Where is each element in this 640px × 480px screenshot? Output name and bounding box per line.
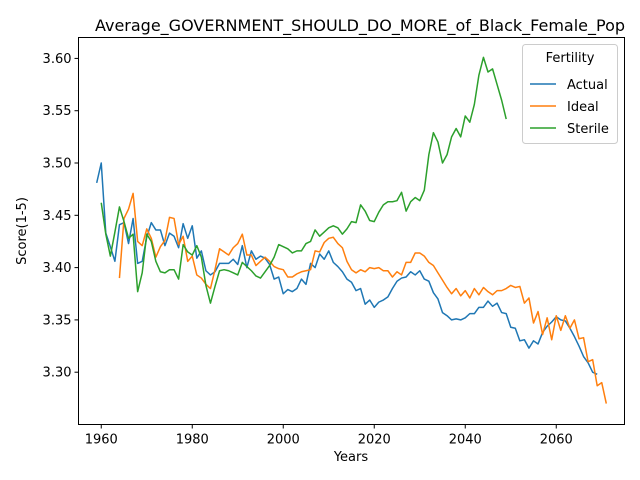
series-line-actual: [95, 162, 598, 375]
y-axis: 3.30 3.35 3.40 3.45 3.50 3.55 3.60: [43, 52, 79, 381]
legend-entry-sterile: Sterile: [567, 122, 609, 137]
y-tick-label: 3.50: [43, 157, 72, 172]
y-tick-label: 3.40: [43, 261, 72, 276]
chart-title: Average_GOVERNMENT_SHOULD_DO_MORE_of_Bla…: [95, 16, 625, 36]
y-tick-label: 3.45: [43, 209, 72, 224]
series-layer: [95, 56, 608, 404]
y-tick-label: 3.60: [43, 52, 72, 67]
legend-box: [522, 44, 618, 144]
x-tick-label: 2040: [449, 433, 482, 448]
x-tick-label: 1980: [176, 433, 209, 448]
y-axis-label: Score(1-5): [15, 197, 30, 265]
legend-entry-ideal: Ideal: [567, 100, 599, 115]
legend: Fertility Actual Ideal Sterile: [522, 44, 618, 144]
y-tick-label: 3.30: [43, 366, 72, 381]
x-axis-label: Years: [333, 450, 369, 465]
y-tick-label: 3.55: [43, 104, 72, 119]
legend-title: Fertility: [546, 51, 595, 66]
x-axis: 1960 1980 2000 2020 2040 2060: [85, 424, 573, 448]
series-line-ideal: [118, 192, 608, 404]
x-tick-label: 2000: [267, 433, 300, 448]
series-line-sterile: [100, 56, 507, 304]
x-tick-label: 2020: [358, 433, 391, 448]
x-tick-label: 1960: [85, 433, 118, 448]
legend-entry-actual: Actual: [567, 78, 608, 93]
x-tick-label: 2060: [540, 433, 573, 448]
y-tick-label: 3.35: [43, 313, 72, 328]
axes-frame: [78, 37, 625, 425]
